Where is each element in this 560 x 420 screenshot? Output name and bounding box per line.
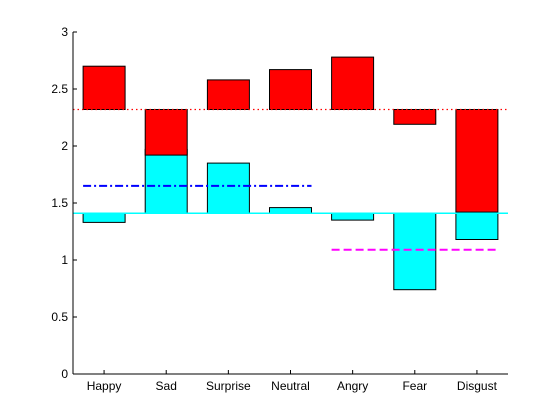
- bar-series1-surprise: [206, 162, 250, 214]
- bar-series2-fear: [393, 109, 437, 125]
- bars-layer: [82, 56, 499, 291]
- bar-series2-angry: [331, 56, 375, 110]
- x-tick-label-sad: Sad: [156, 379, 177, 393]
- x-tick-label-neutral: Neutral: [271, 379, 310, 393]
- reference-lines-layer: [73, 108, 508, 251]
- bar-series1-angry: [331, 212, 375, 221]
- y-tick-label: 2.5: [51, 82, 68, 96]
- y-tick-label: 0.5: [51, 310, 68, 324]
- bar-series1-fear: [393, 212, 437, 291]
- y-tick-label: 3: [61, 25, 68, 39]
- x-tick-label-happy: Happy: [87, 379, 122, 393]
- y-tick-label: 2: [61, 139, 68, 153]
- x-tick-label-fear: Fear: [402, 379, 427, 393]
- bar-series2-neutral: [269, 69, 312, 110]
- bar-series2-disgust: [455, 109, 499, 213]
- axes-layer: 0 0.5 1 1.5 2 2.5 3 Happy Sad Surprise Neutral Angr…: [51, 25, 508, 393]
- bar-series1-neutral: [269, 207, 312, 214]
- x-tick-label-surprise: Surprise: [206, 379, 251, 393]
- bar-series2-happy: [82, 65, 126, 110]
- y-tick-label: 0: [61, 367, 68, 381]
- bar-series1-sad: [144, 148, 188, 214]
- bar-series2-sad: [144, 109, 188, 156]
- x-tick-label-disgust: Disgust: [457, 379, 498, 393]
- bar-series2-surprise: [206, 79, 250, 111]
- x-tick-label-angry: Angry: [337, 379, 368, 393]
- bar-series1-happy: [82, 212, 126, 223]
- y-tick-label: 1.5: [51, 196, 68, 210]
- bar-series1-disgust: [455, 212, 499, 241]
- y-tick-label: 1: [61, 253, 68, 267]
